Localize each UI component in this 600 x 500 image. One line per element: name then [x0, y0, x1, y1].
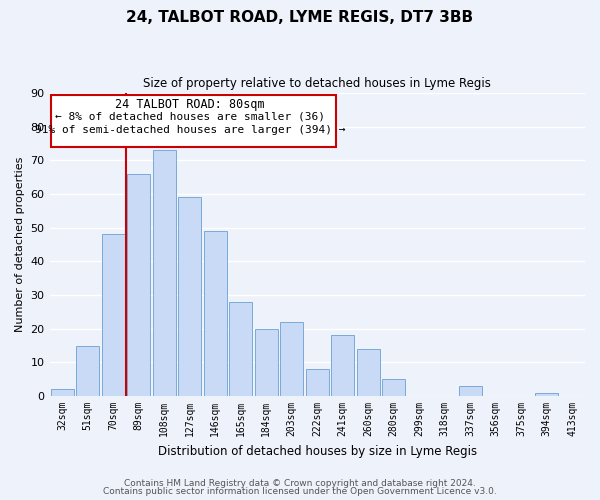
Y-axis label: Number of detached properties: Number of detached properties	[15, 157, 25, 332]
Bar	[102, 234, 125, 396]
Bar	[357, 349, 380, 396]
Bar	[280, 322, 303, 396]
Bar	[76, 346, 99, 396]
Bar	[51, 390, 74, 396]
Bar	[535, 392, 558, 396]
Text: 91% of semi-detached houses are larger (394) →: 91% of semi-detached houses are larger (…	[35, 125, 345, 135]
Bar	[459, 386, 482, 396]
Text: ← 8% of detached houses are smaller (36): ← 8% of detached houses are smaller (36)	[55, 112, 325, 122]
Title: Size of property relative to detached houses in Lyme Regis: Size of property relative to detached ho…	[143, 78, 491, 90]
Bar	[204, 231, 227, 396]
Bar	[178, 198, 201, 396]
Text: Contains HM Land Registry data © Crown copyright and database right 2024.: Contains HM Land Registry data © Crown c…	[124, 478, 476, 488]
Bar	[229, 302, 252, 396]
Bar	[127, 174, 150, 396]
FancyBboxPatch shape	[51, 94, 337, 147]
Bar	[153, 150, 176, 396]
Bar	[255, 328, 278, 396]
Text: 24, TALBOT ROAD, LYME REGIS, DT7 3BB: 24, TALBOT ROAD, LYME REGIS, DT7 3BB	[127, 10, 473, 25]
Bar	[331, 336, 354, 396]
Text: Contains public sector information licensed under the Open Government Licence v3: Contains public sector information licen…	[103, 487, 497, 496]
X-axis label: Distribution of detached houses by size in Lyme Regis: Distribution of detached houses by size …	[158, 444, 477, 458]
Bar	[306, 369, 329, 396]
Text: 24 TALBOT ROAD: 80sqm: 24 TALBOT ROAD: 80sqm	[115, 98, 265, 111]
Bar	[382, 379, 405, 396]
